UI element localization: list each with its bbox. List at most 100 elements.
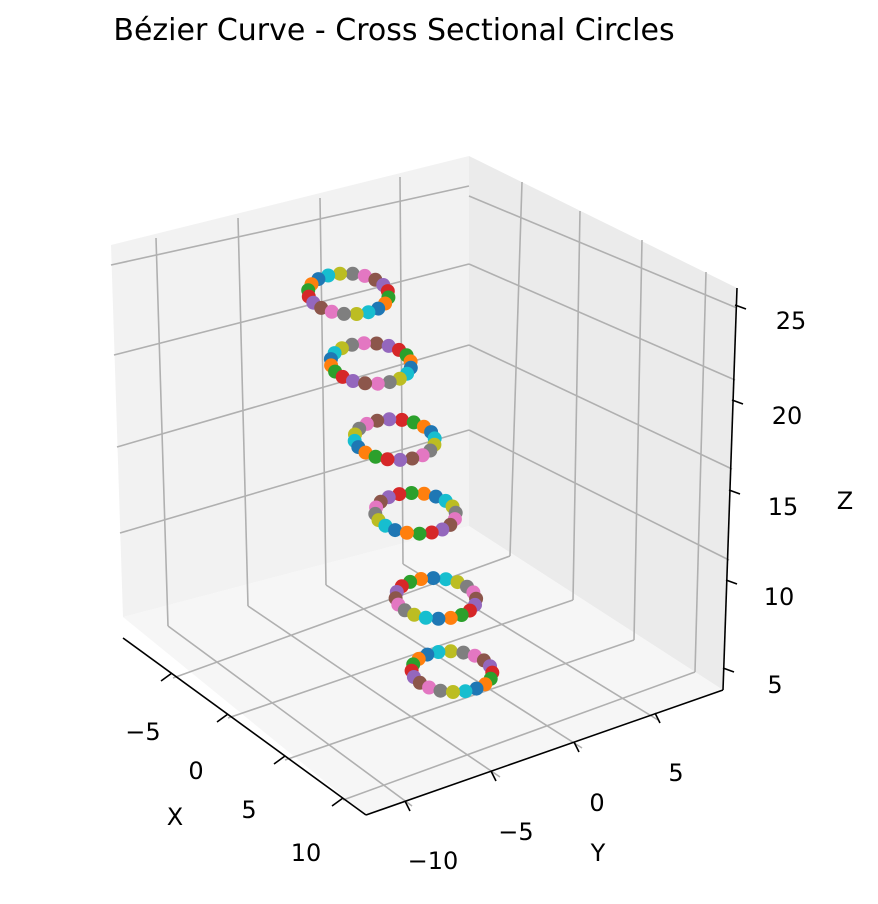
scatter-point [426, 571, 441, 586]
z-tick-label: 20 [772, 402, 803, 430]
scatter-point [438, 572, 453, 587]
grid-line [227, 599, 574, 719]
scatter-point [324, 304, 339, 319]
scatter-point [392, 487, 407, 502]
grid-line [167, 625, 413, 807]
y-tick-mark [404, 800, 411, 812]
scatter-point [418, 610, 433, 625]
grid-line [468, 195, 738, 309]
y-tick-label: −5 [498, 818, 533, 846]
z-axis-label: Z [837, 487, 853, 515]
scatter-point [443, 610, 458, 625]
tick-labels: −5 0 5 10 −10 −5 0 5 5 10 15 20 25 [125, 307, 806, 875]
grid-line [572, 210, 581, 601]
x-tick-label: 10 [291, 839, 322, 867]
scatter-point [357, 336, 371, 351]
scatter-point [357, 268, 372, 283]
z-tick-mark [734, 304, 747, 310]
axis-lines [122, 287, 738, 816]
y-tick-mark [654, 712, 661, 724]
scatter-point [431, 645, 446, 659]
x-tick-mark [160, 672, 173, 682]
scatter-point [435, 522, 450, 537]
scatter-point [407, 607, 422, 622]
scatter-points [301, 266, 500, 699]
y-tick-mark [573, 741, 580, 753]
scatter-point [314, 300, 329, 315]
axes-panes [111, 156, 737, 815]
grid-line [319, 197, 327, 586]
scatter-point [368, 449, 383, 464]
y-tick-label: 0 [589, 789, 604, 817]
grid-line [110, 185, 470, 266]
z-axis-line [722, 287, 738, 691]
scatter-point [345, 266, 360, 281]
scatter-point [405, 451, 420, 466]
scatter-point [433, 683, 448, 698]
chart-title: Bézier Curve - Cross Sectional Circles [113, 13, 674, 48]
scatter-point [414, 572, 428, 586]
x-axis-line [122, 637, 367, 816]
scatter-point [469, 681, 484, 696]
scatter-point [369, 336, 384, 351]
scatter-point [382, 412, 397, 427]
x-tick-label: 5 [241, 796, 256, 824]
y-tick-label: −10 [408, 847, 459, 875]
grid-line [633, 239, 643, 641]
grid-line [468, 344, 733, 470]
z-tick-mark [728, 489, 741, 495]
grid-line [342, 671, 696, 801]
scatter-point [393, 452, 408, 467]
scatter-point [456, 645, 471, 660]
grid-line [325, 584, 583, 749]
z-tick-label: 5 [767, 671, 782, 699]
x-tick-mark [331, 797, 344, 807]
grid-line [237, 217, 249, 607]
z-tick-mark [722, 667, 735, 673]
z-tick-mark [731, 399, 744, 405]
scatter-point [424, 525, 439, 540]
scatter-point [412, 526, 427, 541]
x-tick-label: −5 [125, 718, 160, 746]
scatter-point [346, 374, 360, 388]
grid-line [402, 563, 659, 721]
grid-line [113, 263, 470, 356]
grid-line [694, 271, 707, 673]
x-tick-mark [273, 755, 286, 765]
scatter-point [422, 680, 437, 695]
z-tick-label: 10 [764, 583, 795, 611]
grid-line [468, 429, 730, 561]
scatter-point [388, 523, 403, 538]
grid-line [468, 263, 736, 381]
scatter-point [361, 305, 376, 320]
grid-line [155, 237, 169, 627]
scatter-point [333, 266, 347, 281]
scatter-point [454, 608, 469, 622]
scatter-point [382, 375, 397, 390]
x-axis-label: X [167, 803, 183, 831]
grid-line [284, 639, 635, 761]
scatter-point [337, 306, 351, 321]
y-axis-label: Y [590, 839, 606, 867]
z-tick-mark [725, 579, 738, 585]
grid-line [119, 429, 470, 534]
scatter-point [370, 376, 385, 391]
scatter-point [358, 376, 373, 391]
tick-marks [160, 304, 747, 812]
z-tick-label: 25 [776, 307, 807, 335]
grid-line [509, 181, 523, 557]
scatter-point [446, 685, 460, 699]
x-tick-label: 0 [188, 757, 203, 785]
x-tick-mark [216, 713, 229, 723]
z-tick-label: 15 [768, 493, 799, 521]
scatter-point [404, 486, 419, 500]
grid-line [247, 605, 501, 778]
scatter-point [349, 307, 364, 321]
scatter-point [417, 486, 432, 501]
scatter-point [443, 644, 458, 659]
y-tick-mark [490, 770, 497, 782]
y-axis-line [365, 689, 724, 816]
right-pane [469, 156, 737, 690]
scatter-point [431, 611, 446, 626]
